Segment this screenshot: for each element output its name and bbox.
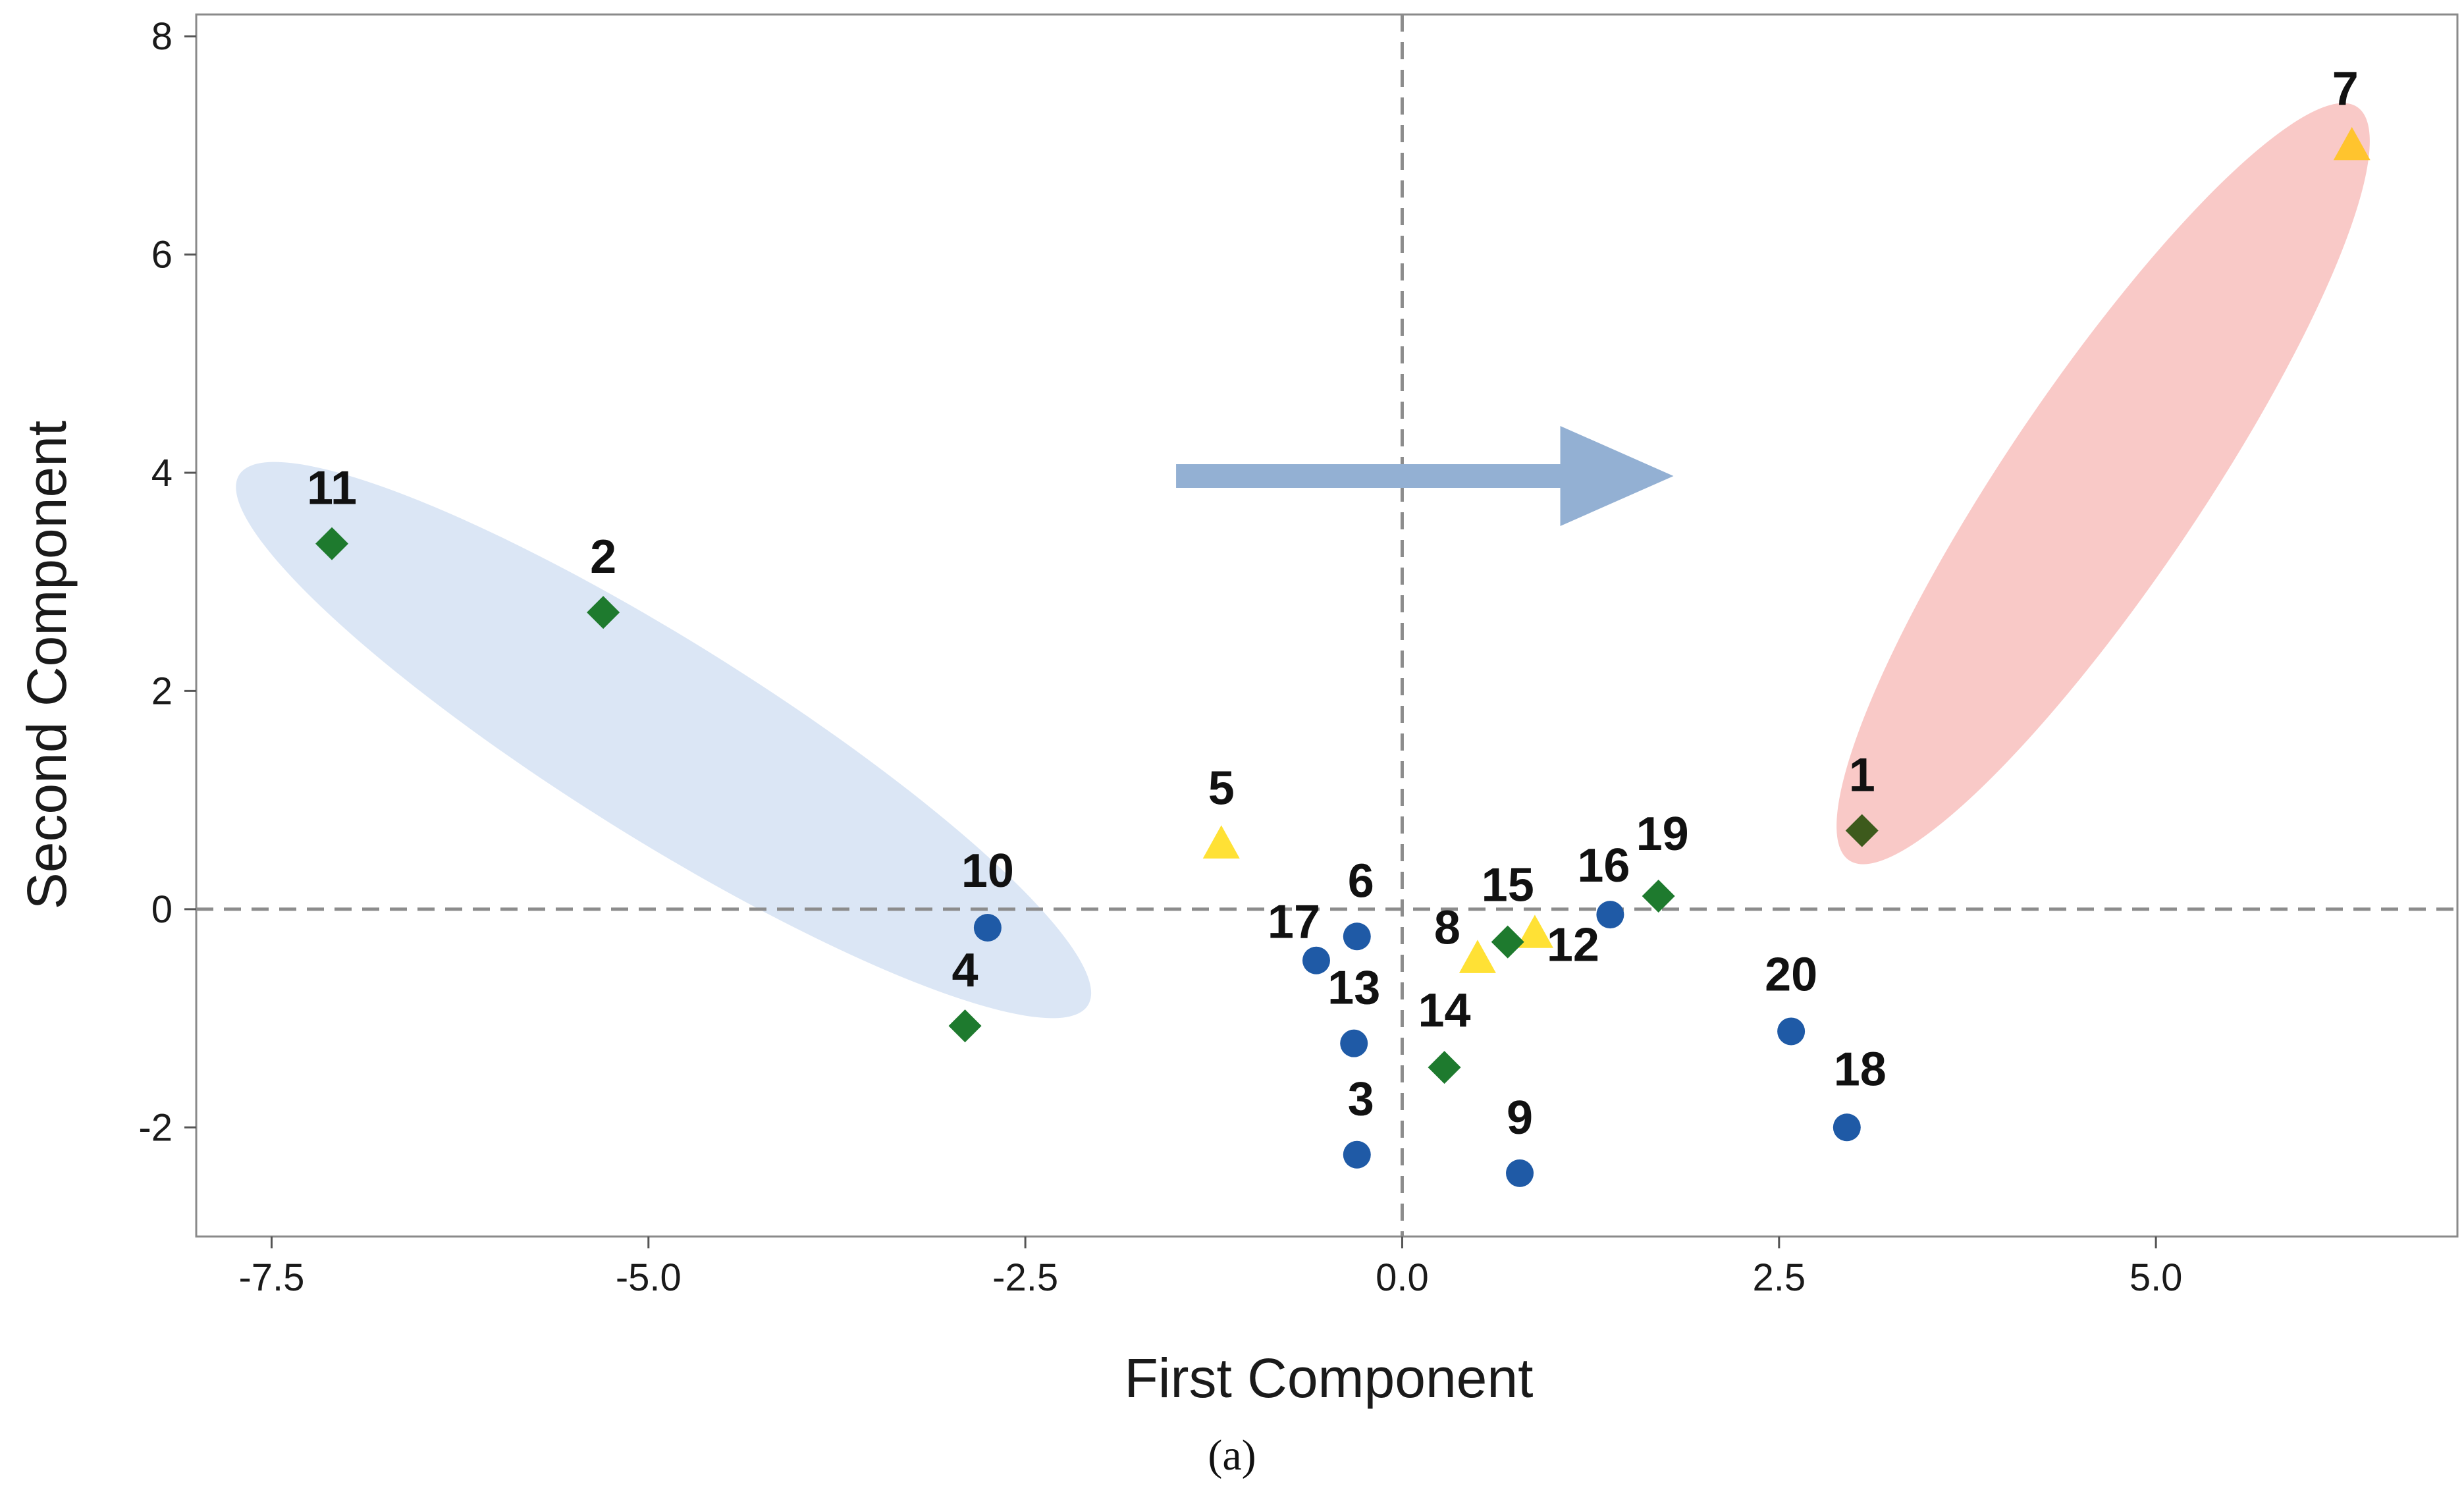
x-axis: -7.5 -5.0 -2.5 0.0 2.5 5.0 bbox=[238, 1237, 2182, 1299]
point-marker-16 bbox=[1596, 901, 1624, 929]
point-marker-15 bbox=[1491, 925, 1524, 959]
x-tick-label: 2.5 bbox=[1752, 1256, 1806, 1299]
x-tick-label: -2.5 bbox=[992, 1256, 1058, 1299]
reference-lines bbox=[196, 14, 2457, 1237]
plot-border bbox=[195, 13, 2459, 1238]
point-label-2: 2 bbox=[590, 531, 616, 583]
x-tick-label: 0.0 bbox=[1376, 1256, 1429, 1299]
group-highlights bbox=[236, 103, 2370, 1019]
point-label-10: 10 bbox=[961, 845, 1014, 897]
x-tick-label: -5.0 bbox=[616, 1256, 682, 1299]
data-points bbox=[315, 126, 2370, 1187]
point-label-18: 18 bbox=[1834, 1043, 1887, 1096]
point-marker-11 bbox=[315, 527, 349, 560]
point-marker-14 bbox=[1428, 1051, 1461, 1084]
x-tick-label: 5.0 bbox=[2129, 1256, 2183, 1299]
point-marker-19 bbox=[1642, 879, 1675, 913]
point-label-14: 14 bbox=[1418, 984, 1471, 1037]
point-label-1: 1 bbox=[1849, 749, 1875, 802]
point-label-9: 9 bbox=[1507, 1092, 1533, 1144]
point-marker-12 bbox=[1516, 915, 1553, 948]
point-marker-5 bbox=[1202, 825, 1240, 859]
point-label-20: 20 bbox=[1765, 948, 1817, 1001]
left-group-ellipse bbox=[236, 462, 1092, 1019]
point-marker-18 bbox=[1833, 1113, 1861, 1142]
point-label-5: 5 bbox=[1208, 762, 1235, 814]
point-marker-7 bbox=[2333, 126, 2370, 161]
point-label-16: 16 bbox=[1577, 839, 1630, 892]
y-axis: -2 0 2 4 6 8 bbox=[138, 15, 196, 1149]
point-label-15: 15 bbox=[1482, 859, 1534, 912]
y-tick-label: 4 bbox=[151, 452, 173, 494]
point-label-6: 6 bbox=[1348, 855, 1374, 907]
y-tick-label: 0 bbox=[151, 888, 173, 931]
point-marker-10 bbox=[973, 914, 1002, 942]
trend-arrow bbox=[1176, 425, 1674, 526]
point-label-3: 3 bbox=[1348, 1073, 1374, 1126]
point-label-12: 12 bbox=[1547, 918, 1599, 971]
point-label-17: 17 bbox=[1268, 896, 1320, 949]
point-label-7: 7 bbox=[2332, 63, 2359, 115]
arrow-shape bbox=[1176, 425, 1674, 526]
y-tick-label: 8 bbox=[151, 15, 173, 58]
x-axis-title: First Component bbox=[1125, 1347, 1534, 1409]
point-marker-6 bbox=[1343, 922, 1371, 951]
point-marker-2 bbox=[587, 596, 620, 629]
point-label-8: 8 bbox=[1434, 901, 1460, 954]
y-tick-label: 6 bbox=[151, 234, 173, 277]
point-label-4: 4 bbox=[952, 944, 978, 997]
point-label-19: 19 bbox=[1636, 808, 1689, 861]
point-marker-17 bbox=[1302, 946, 1330, 974]
point-marker-8 bbox=[1459, 940, 1496, 973]
right-group-ellipse bbox=[1836, 103, 2370, 865]
x-tick-label: -7.5 bbox=[238, 1256, 304, 1299]
point-marker-9 bbox=[1506, 1159, 1534, 1187]
point-marker-13 bbox=[1340, 1029, 1368, 1057]
point-marker-20 bbox=[1777, 1017, 1806, 1046]
y-tick-label: -2 bbox=[138, 1106, 173, 1149]
point-label-11: 11 bbox=[307, 462, 357, 515]
point-marker-1 bbox=[1845, 814, 1879, 847]
point-marker-3 bbox=[1343, 1140, 1371, 1169]
plot-frame bbox=[195, 13, 2459, 1238]
y-axis-title: Second Component bbox=[16, 421, 78, 910]
point-label-13: 13 bbox=[1327, 962, 1380, 1015]
point-marker-4 bbox=[948, 1009, 982, 1043]
y-tick-label: 2 bbox=[151, 670, 173, 712]
figure-caption: (a) bbox=[1208, 1431, 1256, 1479]
